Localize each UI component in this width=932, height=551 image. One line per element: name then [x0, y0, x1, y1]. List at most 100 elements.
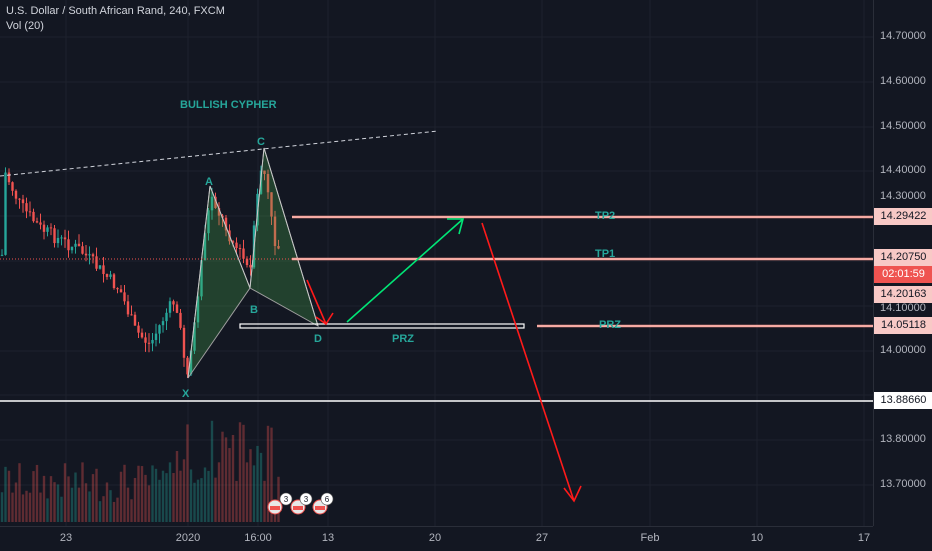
volume-bar: [238, 422, 242, 522]
point-c-label[interactable]: C: [257, 136, 265, 148]
candle-body: [53, 228, 56, 244]
candle-body: [231, 241, 235, 243]
volume-bar: [42, 475, 46, 522]
time-tick: 2020: [175, 532, 201, 544]
volume-bar: [277, 476, 280, 522]
event-badge[interactable]: 3: [267, 492, 293, 515]
volume-bar: [200, 478, 203, 522]
volume-bar: [4, 466, 7, 522]
volume-bar: [165, 473, 168, 522]
volume-bar: [224, 437, 228, 522]
volume-bar: [161, 470, 165, 522]
point-b-label[interactable]: B: [250, 304, 258, 316]
volume-bar: [133, 477, 137, 522]
volume-bar: [126, 487, 130, 522]
volume-bar: [175, 450, 179, 522]
volume-bar: [203, 467, 207, 522]
candle-body: [245, 258, 249, 266]
red-short-arrow[interactable]: [306, 279, 334, 326]
volume-bar: [119, 471, 123, 522]
volume-bar: [60, 496, 63, 522]
symbol-title[interactable]: U.S. Dollar / South African Rand, 240, F…: [6, 5, 225, 17]
candle-body: [46, 227, 49, 232]
price-tick: 14.70000: [880, 30, 926, 42]
point-x-label[interactable]: X: [182, 388, 190, 400]
volume-bar: [130, 499, 133, 522]
time-tick: 23: [59, 532, 73, 544]
event-badge[interactable]: 3: [290, 492, 313, 515]
event-badge[interactable]: 6: [312, 492, 334, 515]
candle-body: [186, 357, 189, 375]
price-tick: 13.80000: [880, 433, 926, 445]
volume-bar: [245, 462, 249, 522]
dashed-trend-line[interactable]: [0, 130, 439, 177]
candle-body: [56, 237, 60, 244]
candle-body: [7, 172, 11, 183]
candle-body: [102, 265, 105, 275]
candle-body: [273, 216, 277, 247]
candle-body: [214, 196, 217, 208]
candle-body: [144, 337, 147, 343]
volume-bar: [221, 431, 224, 522]
candle-body: [158, 325, 161, 334]
candle-body: [210, 196, 214, 211]
price-axis[interactable]: 14.70000 14.60000 14.50000 14.40000 14.3…: [873, 0, 932, 526]
candle-body: [84, 253, 88, 256]
prz-label-left[interactable]: PRZ: [392, 333, 414, 345]
point-d-label[interactable]: D: [314, 333, 322, 345]
svg-text:3: 3: [304, 495, 309, 504]
tp1-label[interactable]: TP1: [595, 248, 615, 260]
candle-body: [0, 254, 4, 256]
candle-body: [74, 243, 77, 247]
prz-label-right[interactable]: PRZ: [599, 319, 621, 331]
candle-body: [91, 254, 95, 257]
volume-bar: [189, 469, 193, 522]
tp2-label[interactable]: TP2: [595, 210, 615, 222]
volume-bar: [95, 468, 98, 522]
volume-bar: [0, 492, 4, 522]
candle-body: [266, 174, 270, 193]
candle-body: [18, 198, 21, 200]
prz-price-tag: 14.05118: [874, 317, 932, 334]
time-tick: 27: [535, 532, 549, 544]
price-tick: 13.70000: [880, 478, 926, 490]
volume-bar: [151, 465, 154, 522]
candle-body: [35, 221, 39, 223]
volume-indicator-label[interactable]: Vol (20): [6, 20, 44, 32]
pattern-title[interactable]: BULLISH CYPHER: [180, 99, 277, 111]
green-long-arrow[interactable]: [346, 218, 465, 323]
volume-bar: [123, 464, 126, 522]
candle-body: [98, 265, 102, 269]
volume-bar: [231, 434, 235, 522]
countdown-tag: 02:01:59: [874, 266, 932, 283]
volume-bar: [88, 491, 91, 522]
candle-body: [130, 314, 133, 316]
candle-body: [67, 239, 70, 251]
candle-body: [249, 265, 252, 268]
point-a-label[interactable]: A: [205, 176, 213, 188]
prz-zone-box[interactable]: [239, 323, 525, 329]
volume-histogram: [0, 420, 280, 522]
event-badges[interactable]: 3 3 6: [267, 492, 334, 515]
red-target-arrow[interactable]: [481, 222, 582, 503]
candle-body: [270, 192, 273, 217]
time-axis[interactable]: 23 2020 16:00 13 20 27 Feb 10 17: [0, 526, 873, 551]
price-chart[interactable]: BULLISH CYPHER X A B C D TP2 TP1 PRZ PRZ…: [0, 0, 873, 526]
candle-body: [112, 274, 116, 289]
volume-bar: [56, 484, 60, 522]
candle-body: [77, 243, 81, 247]
price-tick: 14.30000: [880, 190, 926, 202]
candle-body: [49, 227, 53, 229]
candle-body: [189, 350, 193, 375]
volume-bar: [228, 448, 231, 522]
candle-body: [203, 233, 207, 261]
cypher-pattern[interactable]: [187, 147, 319, 379]
price-tick: 14.40000: [880, 164, 926, 176]
candle-body: [21, 199, 25, 204]
volume-bar: [207, 470, 210, 522]
volume-bar: [67, 476, 70, 522]
candle-body: [161, 321, 165, 326]
candle-body: [105, 274, 109, 277]
volume-bar: [214, 477, 217, 522]
candle-body: [116, 288, 119, 290]
